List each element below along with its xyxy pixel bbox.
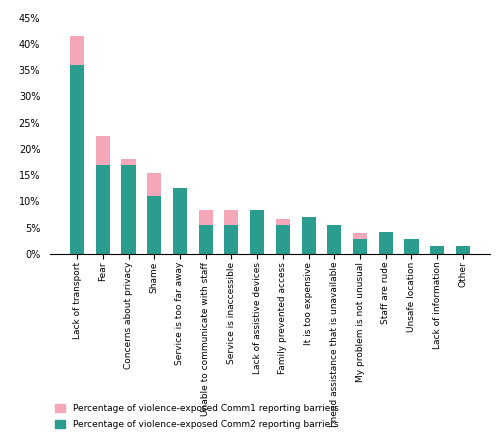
Bar [70, 36, 84, 65]
Bar [96, 165, 110, 254]
Bar [353, 233, 367, 239]
Bar [276, 219, 290, 225]
Bar [276, 225, 290, 254]
Bar [173, 188, 187, 254]
Bar [224, 225, 238, 254]
Bar [147, 196, 162, 254]
Bar [430, 246, 444, 254]
Bar [96, 136, 110, 165]
Bar [224, 210, 238, 225]
Bar [147, 173, 162, 196]
Bar [404, 239, 418, 254]
Bar [122, 159, 136, 165]
Bar [198, 225, 213, 254]
Bar [302, 217, 316, 254]
Bar [353, 239, 367, 254]
Bar [456, 246, 470, 254]
Bar [122, 165, 136, 254]
Bar [327, 225, 342, 254]
Bar [250, 210, 264, 254]
Bar [378, 232, 393, 254]
Bar [198, 210, 213, 225]
Bar [70, 65, 84, 254]
Legend: Percentage of violence-exposed Comm1 reporting barriers, Percentage of violence-: Percentage of violence-exposed Comm1 rep… [54, 404, 339, 429]
